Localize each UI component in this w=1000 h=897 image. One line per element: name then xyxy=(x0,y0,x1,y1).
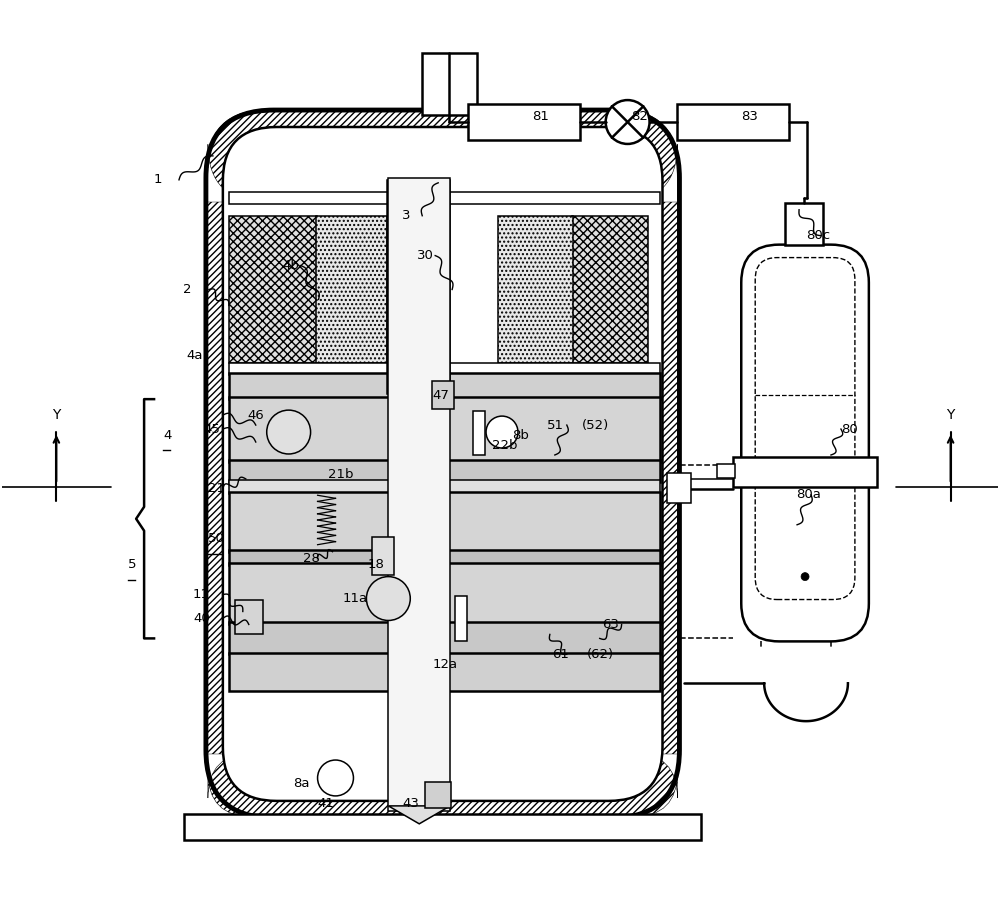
Bar xyxy=(661,202,678,754)
Text: 81: 81 xyxy=(532,109,549,123)
Text: 4b: 4b xyxy=(283,259,300,272)
Text: 18: 18 xyxy=(367,558,384,571)
Bar xyxy=(229,373,660,399)
Bar xyxy=(468,104,580,140)
Text: 82: 82 xyxy=(632,109,648,123)
Text: 41: 41 xyxy=(318,797,334,810)
FancyBboxPatch shape xyxy=(223,127,662,801)
Bar xyxy=(229,363,660,375)
Bar xyxy=(229,623,660,654)
Bar xyxy=(498,215,573,363)
Polygon shape xyxy=(388,806,450,823)
FancyBboxPatch shape xyxy=(206,110,679,818)
Bar xyxy=(229,215,317,363)
Bar xyxy=(316,215,387,363)
Text: 21: 21 xyxy=(208,483,225,495)
Bar xyxy=(387,179,449,393)
Bar xyxy=(432,381,454,409)
Text: 21b: 21b xyxy=(328,468,353,482)
Circle shape xyxy=(486,416,518,448)
Text: 80: 80 xyxy=(841,422,858,436)
Text: 63: 63 xyxy=(602,618,619,631)
Text: 4a: 4a xyxy=(186,349,202,361)
Text: 80a: 80a xyxy=(796,488,821,501)
Text: 11a: 11a xyxy=(342,592,368,605)
Text: Y: Y xyxy=(946,408,955,422)
Bar xyxy=(184,814,701,840)
Bar xyxy=(229,480,660,494)
Text: 8b: 8b xyxy=(512,429,529,441)
Circle shape xyxy=(801,572,809,580)
Text: 28: 28 xyxy=(303,553,319,565)
Bar xyxy=(229,653,660,692)
Bar xyxy=(235,599,263,634)
FancyBboxPatch shape xyxy=(741,245,869,641)
Text: 47: 47 xyxy=(432,388,449,402)
Text: (62): (62) xyxy=(587,648,614,661)
Bar xyxy=(229,550,660,564)
Bar xyxy=(229,562,660,624)
Text: 3: 3 xyxy=(402,209,411,222)
Text: 22b: 22b xyxy=(492,439,518,451)
Bar xyxy=(677,104,789,140)
Bar xyxy=(473,411,485,455)
Bar xyxy=(388,178,450,811)
Bar xyxy=(455,596,467,641)
Text: 46: 46 xyxy=(248,409,265,422)
Text: 83: 83 xyxy=(741,109,758,123)
Text: 80c: 80c xyxy=(806,229,830,242)
Bar xyxy=(667,473,691,503)
Circle shape xyxy=(267,410,311,454)
Text: 8a: 8a xyxy=(293,778,309,790)
Bar xyxy=(207,202,224,754)
Text: Y: Y xyxy=(52,408,61,422)
Bar xyxy=(229,192,660,204)
Text: 1: 1 xyxy=(153,173,162,187)
Circle shape xyxy=(606,100,650,144)
Bar xyxy=(229,397,660,462)
Text: 43: 43 xyxy=(402,797,419,810)
Text: 40: 40 xyxy=(193,612,210,625)
Bar xyxy=(785,203,823,245)
Bar xyxy=(572,215,648,363)
Text: 45: 45 xyxy=(203,422,220,436)
Text: 61: 61 xyxy=(552,648,569,661)
Text: 11: 11 xyxy=(193,588,210,601)
Bar xyxy=(717,464,735,478)
Bar xyxy=(229,460,660,482)
Text: 12a: 12a xyxy=(432,658,457,671)
Circle shape xyxy=(318,760,353,796)
Text: 4: 4 xyxy=(163,429,171,441)
Text: (52): (52) xyxy=(582,419,609,431)
Text: 51: 51 xyxy=(547,419,564,431)
Bar xyxy=(372,536,394,575)
Circle shape xyxy=(366,577,410,621)
Text: 50: 50 xyxy=(208,532,225,545)
Text: 2: 2 xyxy=(183,283,191,296)
Bar xyxy=(422,53,477,115)
Bar xyxy=(229,492,660,552)
Bar xyxy=(425,782,451,808)
Bar xyxy=(733,457,877,487)
Text: 30: 30 xyxy=(417,249,434,262)
Text: 5: 5 xyxy=(128,558,137,571)
